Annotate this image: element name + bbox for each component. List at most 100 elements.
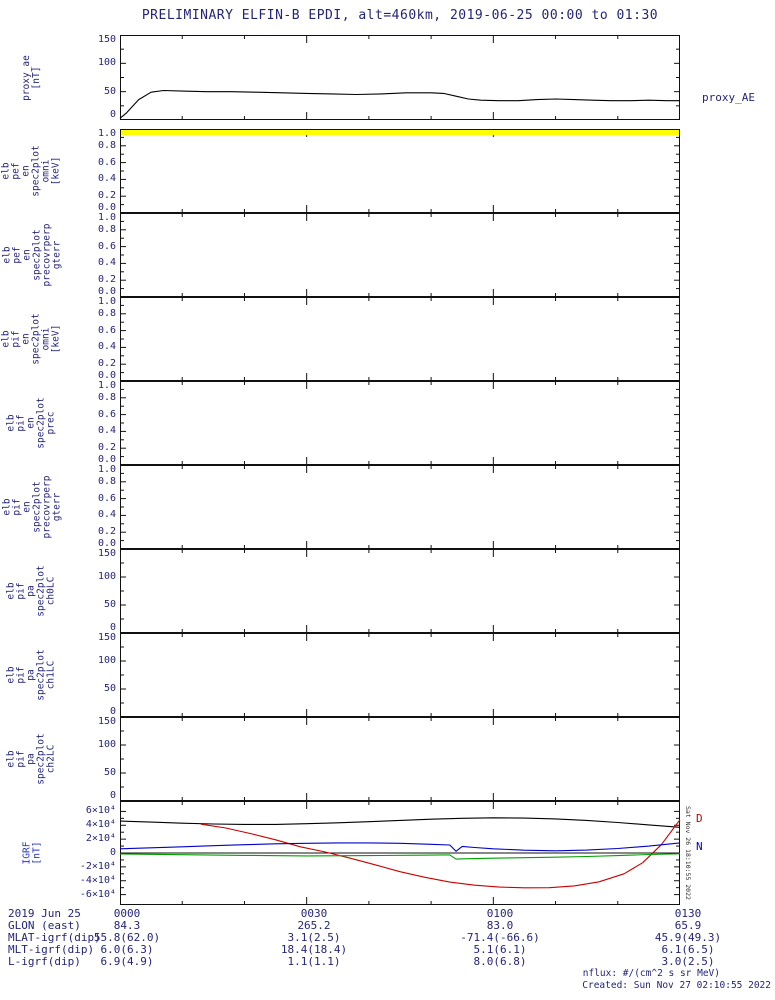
footer-row-0-value-0: 0000 (113, 907, 141, 920)
panel-igrf (119, 801, 681, 905)
ylabel-igrf: IGRF [nT] (0, 801, 64, 905)
panel-proxy_ae (119, 35, 680, 120)
footer-row-3-value-2: 5.1(6.1) (473, 943, 527, 956)
ylabel-text-pif_en_precovrperp_gterr: elb pif en spec2plot precovrperp gterr (0, 475, 62, 539)
ylabel-text-pif_en_omni: elb pif en spec2plot omni [keV] (0, 313, 62, 365)
panel-pif_en_omni (120, 297, 680, 381)
panel-frame (120, 633, 680, 717)
ytick-label-pef_en_omni: 0.2 (97, 190, 116, 202)
panel-frame (120, 129, 680, 213)
ylabel-text-pif_pa_ch1lc: elb pif pa spec2plot ch1LC (5, 649, 57, 701)
spectrogram-band (121, 130, 679, 136)
footer-row-0-value-2: 0100 (486, 907, 514, 920)
footer-row-label-1: GLON (east) (8, 919, 81, 932)
ytick-label-pef_en_precovrperp_gterr: 0.0 (97, 286, 116, 297)
ytick-label-pef_en_precovrperp_gterr: 0.8 (97, 223, 116, 235)
ytick-label-pif_en_prec: 0.8 (97, 391, 116, 403)
ytick-label-pif_pa_ch1lc: 150 (97, 632, 116, 643)
ytick-label-pif_en_precovrperp_gterr: 0.4 (97, 509, 116, 521)
ylabel-text-pif_en_prec: elb pif en spec2plot prec (5, 397, 57, 449)
panel-frame (120, 801, 680, 905)
ytick-label-pif_en_omni: 0.0 (97, 370, 116, 381)
ytick-label-pif_en_prec: 1.0 (97, 380, 116, 391)
footer-row-label-4: L-igrf(dip) (8, 955, 81, 968)
panel-pef_en_omni (120, 129, 680, 213)
plot-title: PRELIMINARY ELFIN-B EPDI, alt=460km, 201… (141, 8, 659, 23)
series-igrf-Bmag (119, 817, 681, 828)
footer-row-4-value-2: 8.0(6.8) (473, 955, 527, 968)
footer-row-1-value-3: 65.9 (674, 919, 702, 932)
ytick-label-pif_pa_ch0lc: 100 (97, 571, 116, 582)
panel-pif_pa_ch0lc (120, 549, 680, 633)
ytick-label-pif_pa_ch0lc: 0 (109, 622, 116, 633)
ytick-label-proxy_ae: 50 (103, 85, 116, 97)
series-igrf-D (200, 819, 681, 889)
series-igrf-N (119, 842, 681, 852)
footer-row-1-value-0: 84.3 (113, 919, 141, 932)
ytick-label-pef_en_omni: 0.0 (97, 202, 116, 213)
footer-row-0-value-3: 0130 (674, 907, 702, 920)
ytick-label-pef_en_precovrperp_gterr: 1.0 (97, 212, 116, 223)
side-timestamp: Sat Nov 26 18:10:55 2022 (684, 806, 692, 900)
panel-frame (120, 465, 680, 549)
ytick-label-pif_en_omni: 0.8 (97, 307, 116, 319)
ylabel-pif_en_omni: elb pif en spec2plot omni [keV] (0, 297, 64, 381)
footer-row-1-value-2: 83.0 (486, 919, 514, 932)
ytick-label-pif_en_prec: 0.6 (97, 408, 116, 420)
ytick-label-pif_pa_ch2lc: 150 (97, 716, 116, 727)
created-timestamp: Created: Sun Nov 27 02:10:55 2022 (582, 980, 771, 991)
ylabel-pif_pa_ch2lc: elb pif pa spec2plot ch2LC (0, 717, 64, 801)
ytick-label-pif_en_omni: 1.0 (97, 296, 116, 307)
footer-row-label-2: MLAT-igrf(dip) (8, 931, 101, 944)
ylabel-text-pef_en_omni: elb pef en spec2plot omni [keV] (0, 145, 62, 197)
footer-row-0-value-1: 0030 (300, 907, 328, 920)
ytick-label-pif_en_prec: 0.4 (97, 425, 116, 437)
nflux-units-note: nflux: #/(cm^2 s sr MeV) (582, 968, 720, 979)
ytick-label-igrf: -2×10⁴ (79, 860, 116, 872)
ytick-label-pef_en_precovrperp_gterr: 0.2 (97, 274, 116, 286)
ytick-label-pif_pa_ch2lc: 0 (109, 790, 116, 801)
line-label-N: N (696, 840, 703, 854)
ylabel-pif_pa_ch0lc: elb pif pa spec2plot ch0LC (0, 549, 64, 633)
panel-frame (120, 297, 680, 381)
ylabel-text-pif_pa_ch2lc: elb pif pa spec2plot ch2LC (5, 733, 57, 785)
ytick-label-pef_en_omni: 0.6 (97, 156, 116, 168)
panel-pif_pa_ch1lc (120, 633, 680, 717)
ytick-label-proxy_ae: 100 (97, 57, 116, 69)
ytick-label-igrf: 2×10⁴ (85, 833, 116, 845)
ytick-label-pif_pa_ch0lc: 150 (97, 548, 116, 559)
ytick-label-pef_en_omni: 0.4 (97, 173, 116, 185)
ytick-label-pef_en_precovrperp_gterr: 0.6 (97, 240, 116, 252)
ytick-label-pif_en_precovrperp_gterr: 0.8 (97, 475, 116, 487)
ytick-label-pif_pa_ch1lc: 0 (109, 706, 116, 717)
ytick-label-pef_en_omni: 0.8 (97, 139, 116, 151)
panel-frame (120, 549, 680, 633)
ytick-label-pif_pa_ch2lc: 50 (103, 767, 116, 778)
footer-row-2-value-0: 55.8(62.0) (93, 931, 161, 944)
ytick-label-igrf: 0 (109, 847, 116, 858)
ytick-label-pif_en_prec: 0.2 (97, 442, 116, 454)
ytick-label-pif_en_omni: 0.2 (97, 358, 116, 370)
ytick-label-pif_en_prec: 0.0 (97, 454, 116, 465)
ytick-label-pif_en_omni: 0.4 (97, 341, 116, 353)
footer-row-3-value-1: 18.4(18.4) (280, 943, 348, 956)
panel-frame (120, 717, 680, 801)
footer-row-3-value-0: 6.0(6.3) (100, 943, 154, 956)
panel-pif_pa_ch2lc (120, 717, 680, 801)
ylabel-pif_en_precovrperp_gterr: elb pif en spec2plot precovrperp gterr (0, 465, 64, 549)
ytick-label-pif_pa_ch2lc: 100 (97, 739, 116, 750)
line-label-D: D (696, 812, 703, 826)
footer-row-4-value-1: 1.1(1.1) (287, 955, 341, 968)
series-proxy_ae-proxy_AE (119, 89, 680, 119)
ytick-label-pef_en_precovrperp_gterr: 0.4 (97, 257, 116, 269)
footer-row-label-0: 2019 Jun 25 (8, 907, 81, 920)
ytick-label-igrf: 4×10⁴ (85, 819, 116, 831)
ytick-label-igrf: -6×10⁴ (79, 888, 116, 900)
ytick-label-pif_en_precovrperp_gterr: 0.2 (97, 526, 116, 538)
panel-pif_en_precovrperp_gterr (120, 465, 680, 549)
ytick-label-igrf: 6×10⁴ (85, 805, 116, 817)
footer-row-2-value-1: 3.1(2.5) (287, 931, 341, 944)
ytick-label-pif_pa_ch1lc: 50 (103, 683, 116, 694)
footer-row-2-value-2: -71.4(-66.6) (460, 931, 540, 944)
